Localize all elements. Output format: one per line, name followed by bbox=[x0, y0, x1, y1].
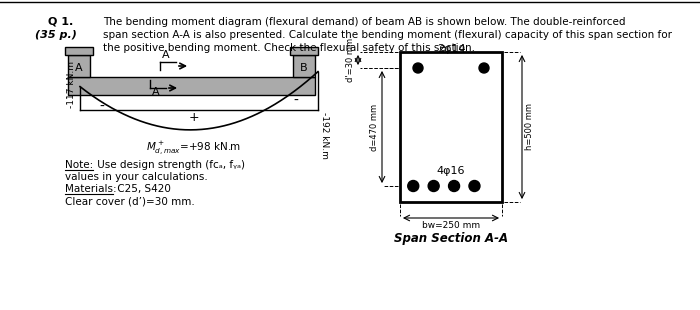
Circle shape bbox=[428, 180, 439, 192]
Bar bbox=[65, 47, 93, 55]
Circle shape bbox=[479, 63, 489, 73]
Bar bbox=[290, 47, 318, 55]
Text: h=500 mm: h=500 mm bbox=[525, 104, 534, 150]
Text: Use design strength (fᴄₐ, fᵧₐ): Use design strength (fᴄₐ, fᵧₐ) bbox=[94, 160, 245, 170]
Text: A: A bbox=[162, 50, 169, 60]
Text: 4φ16: 4φ16 bbox=[437, 166, 466, 176]
Text: The bending moment diagram (flexural demand) of beam AB is shown below. The doub: The bending moment diagram (flexural dem… bbox=[103, 17, 626, 27]
Bar bbox=[68, 77, 315, 95]
Bar bbox=[293, 55, 315, 77]
Text: Clear cover (d’)=30 mm.: Clear cover (d’)=30 mm. bbox=[65, 197, 195, 207]
Text: +: + bbox=[189, 111, 199, 124]
Circle shape bbox=[449, 180, 460, 192]
Text: d'=30 mm: d'=30 mm bbox=[346, 38, 355, 82]
Text: A: A bbox=[152, 87, 160, 97]
Text: B: B bbox=[300, 63, 308, 73]
Text: -: - bbox=[293, 94, 298, 108]
Text: 2φ14: 2φ14 bbox=[437, 44, 466, 54]
Text: C25, S420: C25, S420 bbox=[114, 184, 171, 194]
Text: -: - bbox=[99, 100, 104, 114]
Bar bbox=[400, 52, 502, 202]
Text: -117 kN.m: -117 kN.m bbox=[67, 61, 76, 108]
Circle shape bbox=[469, 180, 480, 192]
Text: Span Section A-A: Span Section A-A bbox=[394, 232, 508, 245]
Text: span section A-A is also presented. Calculate the bending moment (flexural) capa: span section A-A is also presented. Calc… bbox=[103, 30, 672, 40]
Text: values in your calculations.: values in your calculations. bbox=[65, 172, 208, 182]
Text: -192 kN.m: -192 kN.m bbox=[320, 112, 329, 159]
Text: bw=250 mm: bw=250 mm bbox=[422, 221, 480, 230]
Text: Q 1.: Q 1. bbox=[48, 17, 74, 27]
Text: the positive bending moment. Check the flexural safety of this section.: the positive bending moment. Check the f… bbox=[103, 43, 475, 53]
Circle shape bbox=[413, 63, 423, 73]
Circle shape bbox=[408, 180, 419, 192]
Text: A: A bbox=[75, 63, 83, 73]
Text: Materials:: Materials: bbox=[65, 184, 117, 194]
Bar bbox=[68, 55, 90, 77]
Text: (35 p.): (35 p.) bbox=[35, 30, 77, 40]
Text: Note:: Note: bbox=[65, 160, 93, 170]
Text: d=470 mm: d=470 mm bbox=[370, 104, 379, 151]
Text: $M_{d,max}^+$=+98 kN.m: $M_{d,max}^+$=+98 kN.m bbox=[146, 140, 241, 157]
